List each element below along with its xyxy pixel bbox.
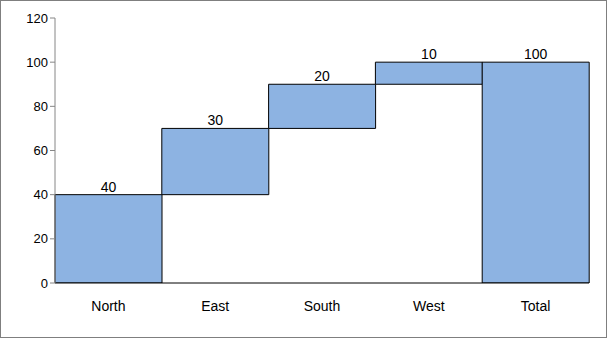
svg-text:South: South [304,298,341,314]
svg-text:0: 0 [41,276,48,291]
svg-text:80: 80 [34,99,48,114]
svg-text:20: 20 [34,231,48,246]
svg-text:10: 10 [421,46,437,62]
svg-text:100: 100 [26,55,48,70]
svg-text:40: 40 [101,179,117,195]
svg-text:North: North [91,298,125,314]
svg-text:100: 100 [524,46,548,62]
svg-text:120: 120 [26,11,48,26]
svg-text:30: 30 [208,112,224,128]
svg-text:40: 40 [34,187,48,202]
svg-text:Total: Total [521,298,551,314]
svg-text:West: West [413,298,445,314]
svg-text:20: 20 [314,68,330,84]
svg-text:60: 60 [34,143,48,158]
svg-text:East: East [201,298,229,314]
